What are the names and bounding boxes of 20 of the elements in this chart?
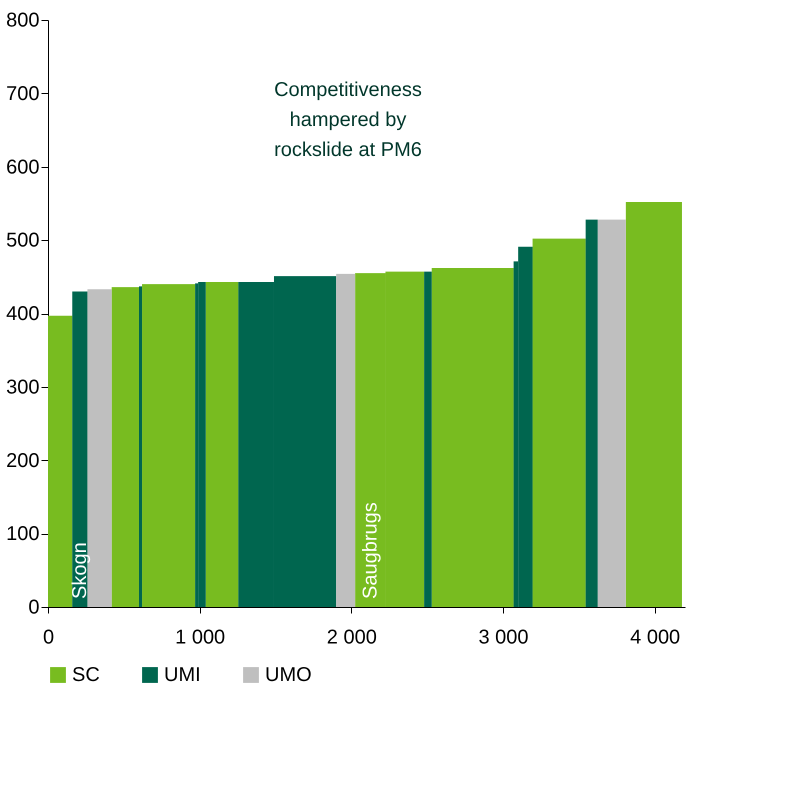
legend-label: UMI bbox=[164, 664, 201, 686]
y-tick-label: 300 bbox=[6, 376, 40, 398]
x-tick-label: 4 000 bbox=[630, 626, 680, 648]
y-tick-label: 700 bbox=[6, 82, 40, 105]
y-tick-label: 100 bbox=[6, 523, 40, 546]
y-tick-label: 800 bbox=[6, 10, 40, 32]
annotation: Saugbrugs bbox=[359, 502, 382, 599]
x-tick-label: 3 000 bbox=[478, 626, 529, 648]
y-tick-label: 200 bbox=[6, 450, 40, 472]
x-tick-label: 2 000 bbox=[326, 626, 377, 648]
legend-label: SC bbox=[72, 664, 100, 686]
x-tick-label: 0 bbox=[42, 626, 54, 648]
annotation: Skogn bbox=[68, 542, 91, 599]
x-tick-label: 1 000 bbox=[175, 626, 226, 648]
annotation: Competitiveness hampered by rockslide at PM6 bbox=[274, 79, 422, 161]
legend-label: UMO bbox=[265, 664, 312, 686]
y-tick-label: 600 bbox=[6, 156, 40, 178]
y-tick-label: 500 bbox=[6, 230, 40, 252]
y-tick-label: 0 bbox=[28, 596, 40, 618]
y-tick-label: 400 bbox=[6, 303, 40, 325]
